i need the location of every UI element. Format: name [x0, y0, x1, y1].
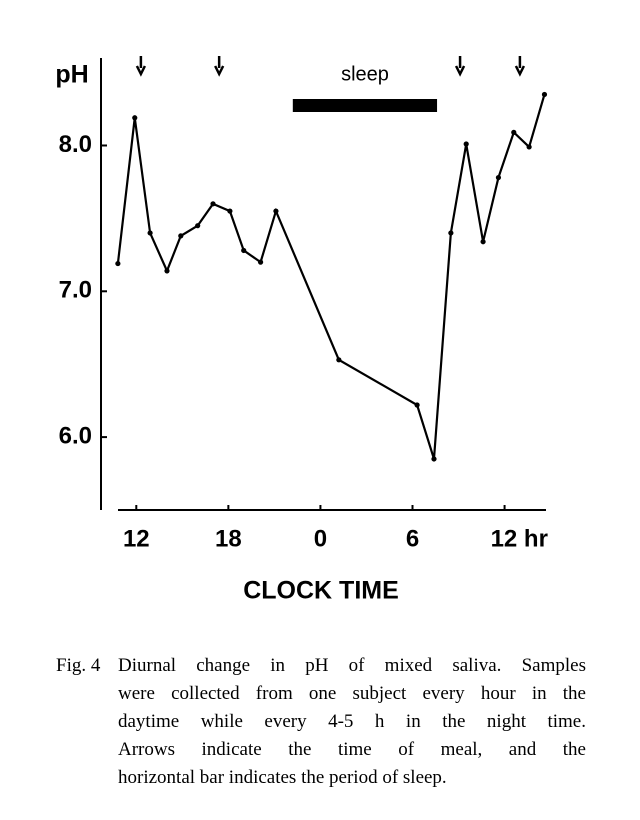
- data-point: [132, 115, 138, 121]
- data-point: [526, 144, 532, 150]
- data-line: [116, 94, 546, 460]
- data-point: [511, 129, 517, 135]
- data-point: [448, 230, 454, 236]
- y-tick-label: 7.0: [59, 277, 92, 304]
- data-point: [164, 268, 170, 274]
- x-tick-label: 6: [406, 525, 419, 552]
- data-point: [210, 201, 216, 207]
- data-point: [480, 239, 486, 245]
- data-point: [431, 456, 437, 462]
- data-point: [463, 141, 469, 147]
- chart: pH CLOCK TIME 6.0 7.0 8.0 12 18 0 6 12 hr sleep: [55, 56, 548, 605]
- caption-line: horizontal bar indicates the period of s…: [118, 767, 447, 788]
- caption-line: daytime while every 4-5 h in the night t…: [118, 711, 586, 732]
- y-tick-label: 6.0: [59, 422, 92, 449]
- caption-text: Diurnal change in pH of mixed saliva. Sa…: [118, 652, 586, 792]
- data-point: [273, 208, 279, 214]
- caption-line: Arrows indicate the time of meal, and th…: [118, 739, 586, 760]
- data-point: [336, 357, 342, 363]
- data-point: [227, 208, 233, 214]
- x-axis-label: CLOCK TIME: [243, 577, 399, 605]
- y-axis-label: pH: [55, 61, 88, 89]
- data-point: [115, 260, 121, 267]
- meal-arrow: [135, 56, 147, 77]
- x-tick-label: 12: [123, 525, 150, 552]
- data-point: [495, 174, 502, 181]
- meal-arrow: [214, 56, 225, 77]
- sleep-bar: [292, 99, 438, 112]
- data-point: [241, 247, 247, 254]
- data-point: [147, 230, 153, 236]
- caption: Fig. 4 Diurnal change in pH of mixed sal…: [56, 652, 586, 792]
- sleep-label: sleep: [341, 63, 389, 85]
- data-point: [178, 233, 184, 239]
- caption-line: Diurnal change in pH of mixed saliva. Sa…: [118, 655, 586, 676]
- data-point: [414, 402, 420, 408]
- y-tick-label: 8.0: [59, 131, 92, 158]
- x-tick-label: 18: [215, 525, 242, 552]
- x-tick-label: 12 hr: [491, 525, 548, 552]
- caption-label: Fig. 4: [56, 655, 101, 676]
- x-tick-label: 0: [314, 525, 327, 552]
- meal-arrow: [454, 56, 466, 77]
- caption-line: were collected from one subject every ho…: [118, 683, 586, 704]
- data-point: [541, 91, 548, 98]
- data-point: [257, 259, 264, 265]
- data-point: [195, 223, 201, 229]
- meal-arrow: [514, 56, 526, 77]
